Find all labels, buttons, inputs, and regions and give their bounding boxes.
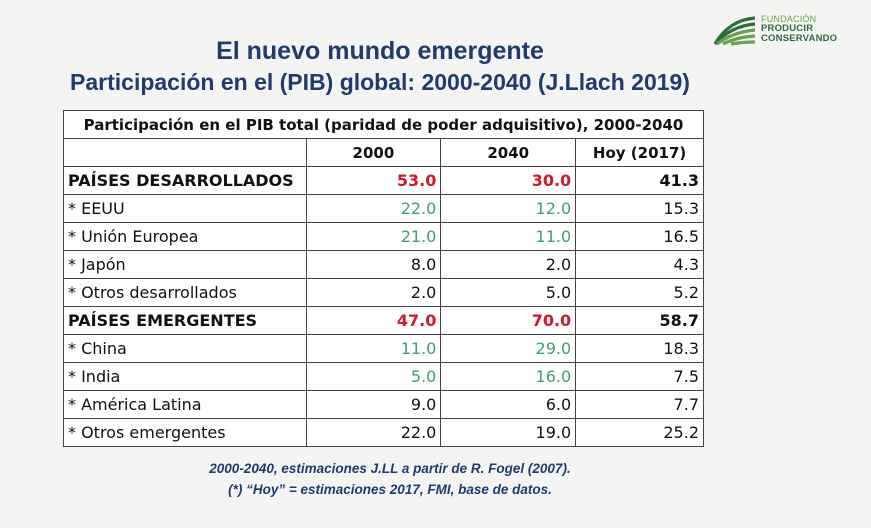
row-label: * Otros emergentes <box>63 418 307 447</box>
cell-2040: 12.0 <box>440 194 577 223</box>
gdp-share-table: Participación en el PIB total (paridad d… <box>63 110 704 447</box>
cell-2000: 47.0 <box>305 306 442 335</box>
cell-hoy: 7.7 <box>575 390 704 419</box>
cell-hoy: 25.2 <box>575 418 704 447</box>
cell-2040: 16.0 <box>440 362 577 391</box>
cell-2000: 21.0 <box>305 222 442 251</box>
slide-title: El nuevo mundo emergente <box>216 37 544 65</box>
logo-line1: FUNDACIÓN <box>761 14 817 24</box>
row-label: PAÍSES DESARROLLADOS <box>63 166 307 195</box>
cell-hoy: 15.3 <box>575 194 704 223</box>
cell-2000: 11.0 <box>305 334 442 363</box>
cell-hoy: 4.3 <box>575 250 704 279</box>
logo-text: FUNDACIÓN PRODUCIR CONSERVANDO <box>761 14 837 44</box>
logo: FUNDACIÓN PRODUCIR CONSERVANDO <box>713 14 863 50</box>
cell-2000: 2.0 <box>305 278 442 307</box>
cell-2040: 2.0 <box>440 250 577 279</box>
column-header-2000: 2000 <box>305 138 442 167</box>
table-caption-row: Participación en el PIB total (paridad d… <box>63 110 704 139</box>
cell-2040: 30.0 <box>440 166 577 195</box>
row-label: PAÍSES EMERGENTES <box>63 306 307 335</box>
table-row: * India 5.0 16.0 7.5 <box>63 362 704 391</box>
field-furrows-icon <box>713 16 756 46</box>
cell-hoy: 18.3 <box>575 334 704 363</box>
table-row: PAÍSES DESARROLLADOS 53.0 30.0 41.3 <box>63 166 704 195</box>
cell-2000: 8.0 <box>305 250 442 279</box>
slide-subtitle: Participación en el (PIB) global: 2000-2… <box>70 69 690 95</box>
cell-2000: 22.0 <box>305 418 442 447</box>
table-row: * Otros desarrollados 2.0 5.0 5.2 <box>63 278 704 307</box>
title-block: El nuevo mundo emergente Participación e… <box>0 36 760 98</box>
row-label: * EEUU <box>63 194 307 223</box>
cell-hoy: 7.5 <box>575 362 704 391</box>
table-row: * China 11.0 29.0 18.3 <box>63 334 704 363</box>
table-row: * Japón 8.0 2.0 4.3 <box>63 250 704 279</box>
cell-2000: 22.0 <box>305 194 442 223</box>
cell-2040: 11.0 <box>440 222 577 251</box>
table-caption: Participación en el PIB total (paridad d… <box>63 110 704 139</box>
row-label: * India <box>63 362 307 391</box>
cell-2040: 19.0 <box>440 418 577 447</box>
column-header-hoy: Hoy (2017) <box>575 138 704 167</box>
row-label: * Otros desarrollados <box>63 278 307 307</box>
logo-line3: CONSERVANDO <box>761 33 838 44</box>
column-header-2040: 2040 <box>440 138 577 167</box>
cell-2040: 29.0 <box>440 334 577 363</box>
table-row: * Otros emergentes 22.0 19.0 25.2 <box>63 418 704 447</box>
cell-2040: 6.0 <box>440 390 577 419</box>
row-label: * América Latina <box>63 390 307 419</box>
row-label: * China <box>63 334 307 363</box>
cell-2040: 70.0 <box>440 306 577 335</box>
cell-2000: 9.0 <box>305 390 442 419</box>
logo-line2: PRODUCIR <box>761 23 814 34</box>
cell-hoy: 5.2 <box>575 278 704 307</box>
cell-2000: 5.0 <box>305 362 442 391</box>
cell-hoy: 16.5 <box>575 222 704 251</box>
table-row: * Unión Europea 21.0 11.0 16.5 <box>63 222 704 251</box>
table-row: * EEUU 22.0 12.0 15.3 <box>63 194 704 223</box>
row-label: * Japón <box>63 250 307 279</box>
table-row: * América Latina 9.0 6.0 7.7 <box>63 390 704 419</box>
header-empty <box>63 138 307 167</box>
cell-2040: 5.0 <box>440 278 577 307</box>
cell-hoy: 58.7 <box>575 306 704 335</box>
cell-2000: 53.0 <box>305 166 442 195</box>
footnotes: 2000-2040, estimaciones J.LL a partir de… <box>0 458 780 500</box>
table-header-row: 2000 2040 Hoy (2017) <box>63 138 704 167</box>
table-row: PAÍSES EMERGENTES 47.0 70.0 58.7 <box>63 306 704 335</box>
footnote-sources: 2000-2040, estimaciones J.LL a partir de… <box>209 461 571 476</box>
cell-hoy: 41.3 <box>575 166 704 195</box>
row-label: * Unión Europea <box>63 222 307 251</box>
footnote-hoy: (*) “Hoy” = estimaciones 2017, FMI, base… <box>228 482 552 497</box>
